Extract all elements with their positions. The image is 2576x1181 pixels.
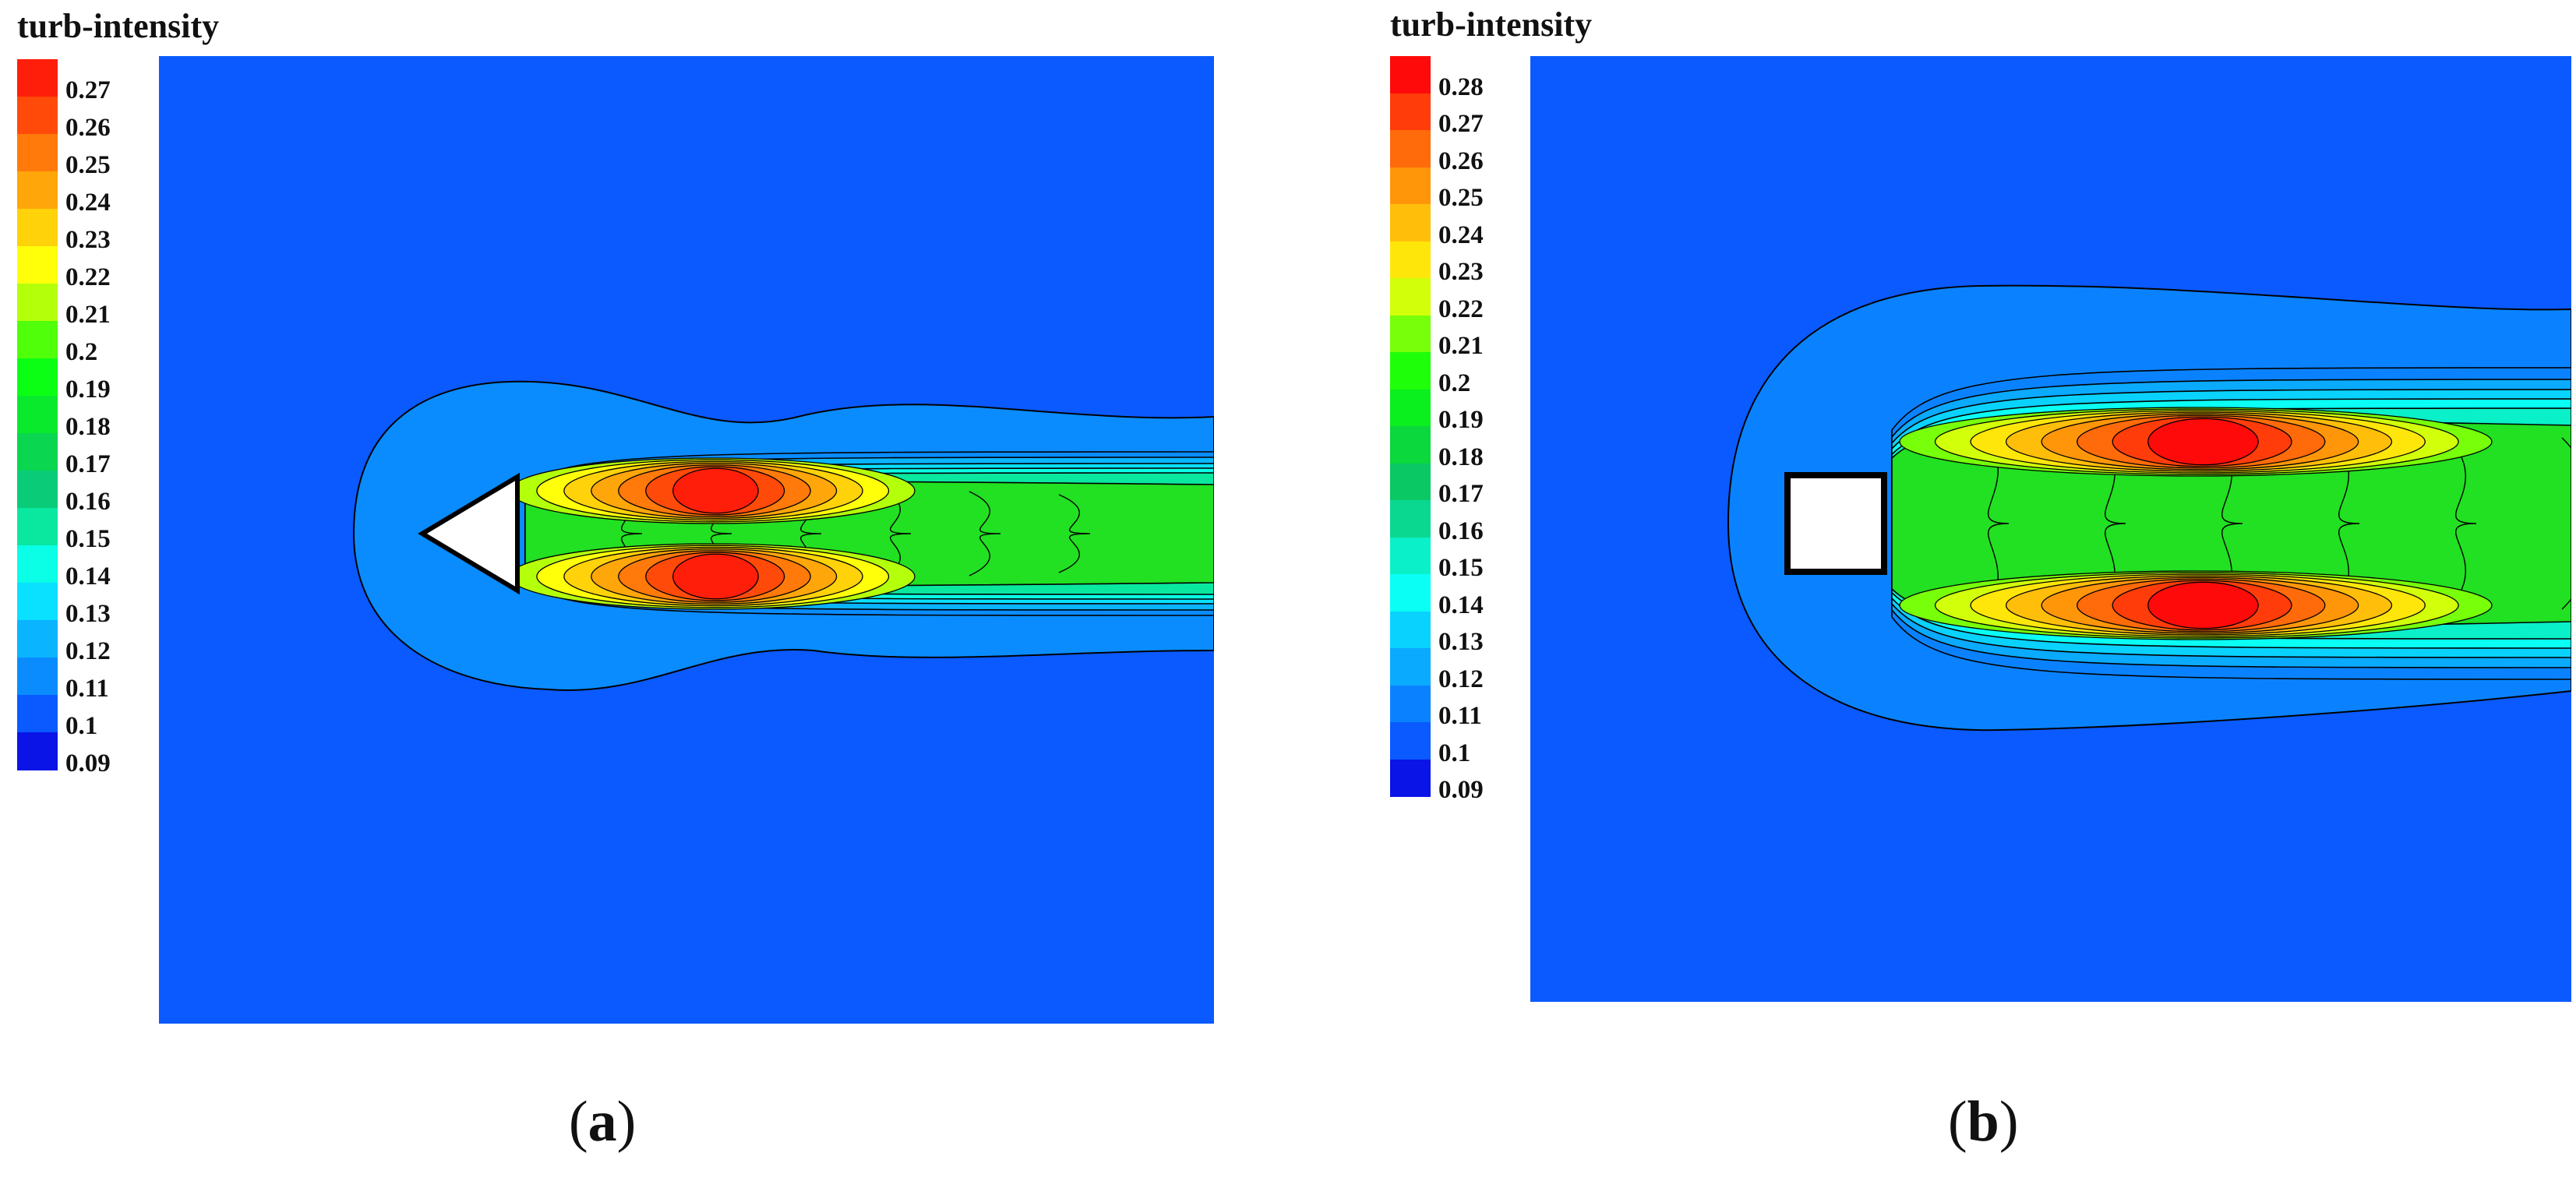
legend-tick-label: 0.19	[65, 375, 111, 404]
legend-tick-label: 0.16	[65, 488, 111, 516]
legend-tick-label: 0.13	[65, 600, 111, 628]
legend-tick-label: 0.21	[1438, 332, 1484, 361]
legend-swatch	[1390, 685, 1431, 723]
legend-tick-label: 0.17	[1438, 480, 1484, 509]
contour-plot	[1530, 56, 2571, 1002]
contour-line	[2327, 431, 2360, 616]
legend-tick-label: 0.2	[1438, 368, 1471, 397]
legend-swatch	[17, 508, 58, 546]
legend-tick-label: 0.12	[65, 637, 111, 665]
panel-caption-a: (a)	[569, 1090, 637, 1154]
legend-swatch	[1390, 204, 1431, 242]
legend-swatch	[17, 358, 58, 397]
legend-swatch	[17, 583, 58, 621]
panel-caption-b: (b)	[1948, 1090, 2019, 1154]
legend-swatch	[1390, 352, 1431, 390]
legend-swatch	[17, 657, 58, 696]
legend-swatch	[1390, 278, 1431, 316]
legend-swatch	[1390, 463, 1431, 501]
legend-tick-label: 0.28	[1438, 72, 1484, 101]
legend-swatch	[1390, 241, 1431, 279]
legend-tick-label: 0.14	[65, 562, 111, 590]
contour-line	[879, 488, 912, 580]
legend-swatch	[17, 209, 58, 247]
legend-tick-label: 0.18	[65, 413, 111, 441]
contour-plot	[159, 56, 1214, 1024]
legend-swatch	[1390, 648, 1431, 686]
legend-tick-label: 0.09	[1438, 776, 1484, 805]
legend-tick-label: 0.13	[1438, 628, 1484, 657]
legend-tick-label: 0.12	[1438, 665, 1484, 693]
legend-tick-label: 0.15	[1438, 554, 1484, 583]
legend-tick-label: 0.27	[1438, 110, 1484, 139]
legend-swatch	[1390, 93, 1431, 131]
legend-tick-label: 0.18	[1438, 442, 1484, 471]
contour-line	[1977, 421, 2010, 626]
legend-swatch	[17, 246, 58, 284]
legend-swatch	[17, 620, 58, 658]
legend-swatch	[17, 545, 58, 583]
legend-swatch	[1390, 130, 1431, 168]
legend-swatch	[1390, 167, 1431, 205]
legend-swatch	[1390, 574, 1431, 612]
legend-tick-label: 0.26	[65, 114, 111, 142]
legend-tick-label: 0.22	[1438, 294, 1484, 323]
legend-tick-label: 0.16	[1438, 516, 1484, 545]
contour-line	[1058, 494, 1091, 573]
legend-tick-label: 0.14	[1438, 590, 1484, 619]
legend-tick-label: 0.19	[1438, 406, 1484, 435]
legend-tick-label: 0.24	[65, 189, 111, 217]
legend-tick-label: 0.25	[65, 151, 111, 179]
legend-tick-label: 0.09	[65, 749, 111, 777]
legend-swatch	[1390, 722, 1431, 760]
legend-tick-label: 0.26	[1438, 146, 1484, 175]
legend-title: turb-intensity	[1390, 5, 1593, 44]
legend-tick-label: 0.15	[65, 525, 111, 553]
contour-region	[2147, 581, 2259, 629]
square-obstacle	[1784, 472, 1887, 575]
legend-swatch	[1390, 611, 1431, 649]
contour-line	[2444, 434, 2477, 613]
contour-region	[2147, 418, 2259, 466]
legend-tick-label: 0.11	[1438, 702, 1482, 731]
triangle-obstacle	[418, 472, 520, 595]
legend-swatch	[17, 134, 58, 172]
legend-tick-label: 0.21	[65, 301, 111, 329]
legend-swatch	[1390, 426, 1431, 464]
legend-swatch	[1390, 759, 1431, 797]
legend-tick-label: 0.22	[65, 263, 111, 291]
legend-swatch	[17, 396, 58, 434]
legend-swatch	[1390, 56, 1431, 94]
contour-region	[672, 467, 759, 514]
legend-tick-label: 0.11	[65, 675, 109, 703]
contour-line	[969, 491, 1001, 576]
legend-swatch	[17, 171, 58, 210]
legend-swatch	[1390, 500, 1431, 538]
legend-tick-label: 0.1	[1438, 739, 1471, 767]
legend-swatch	[1390, 315, 1431, 353]
legend-tick-label: 0.1	[65, 712, 98, 740]
legend-tick-label: 0.17	[65, 450, 111, 478]
legend-swatch	[17, 433, 58, 471]
legend-swatch	[17, 732, 58, 770]
legend-swatch	[1390, 537, 1431, 575]
legend-swatch	[17, 321, 58, 359]
legend-swatch	[17, 59, 58, 97]
legend-tick-label: 0.2	[65, 338, 98, 366]
legend-swatch	[1390, 389, 1431, 427]
legend-swatch	[17, 695, 58, 733]
legend-tick-label: 0.24	[1438, 220, 1484, 249]
legend-swatch	[17, 284, 58, 322]
legend-tick-label: 0.23	[65, 226, 111, 254]
legend-tick-label: 0.25	[1438, 184, 1484, 213]
legend-title: turb-intensity	[17, 7, 220, 45]
legend-swatch	[17, 471, 58, 509]
contour-region	[672, 553, 759, 600]
legend-tick-label: 0.27	[65, 76, 111, 104]
legend-swatch	[17, 97, 58, 135]
legend-tick-label: 0.23	[1438, 258, 1484, 287]
